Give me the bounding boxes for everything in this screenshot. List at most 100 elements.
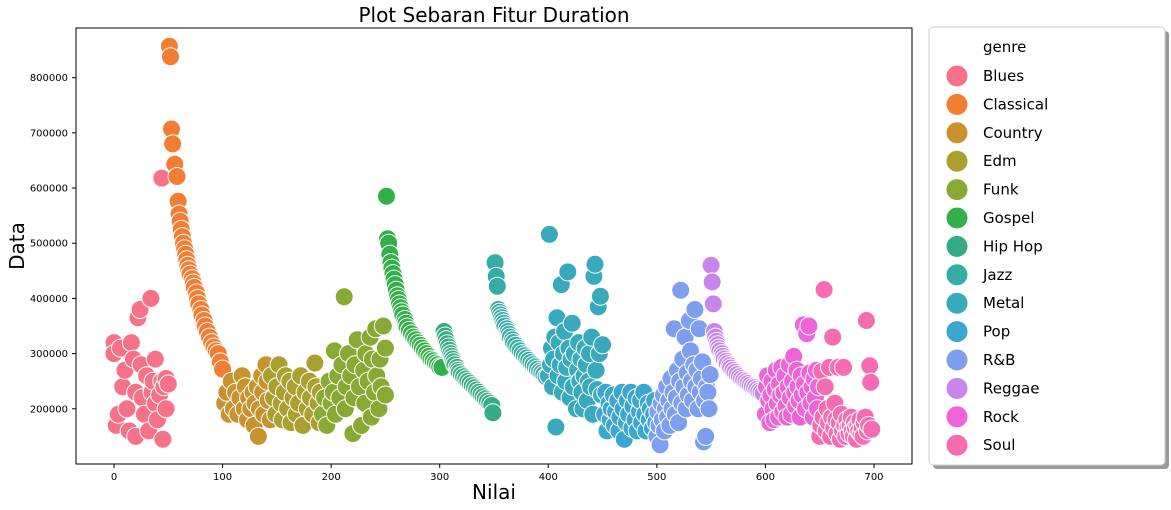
y-tick-label: 200000 [30,404,68,415]
data-point [483,403,503,423]
y-tick-label: 500000 [30,239,68,250]
x-tick-label: 200 [322,472,341,483]
data-point [562,313,582,333]
data-point [158,374,178,394]
data-point [248,426,268,446]
plot-area [104,36,882,455]
data-point [585,254,605,274]
plot-frame [75,27,913,465]
series-pop [595,382,666,449]
legend-box [928,26,1166,466]
data-point [590,286,610,306]
legend-marker [945,263,969,287]
legend-entries: Blues Classical Country Edm Funk Gospel Hip Ho… [945,64,1048,457]
data-point [702,272,722,292]
data-point [856,311,876,330]
data-point [696,426,716,446]
data-point [163,134,183,154]
data-point [593,335,613,355]
data-point [546,417,566,437]
data-point [141,288,161,308]
legend-marker [945,64,969,88]
legend-label: R&B [983,351,1015,369]
series-funk [313,287,395,444]
y-tick-label: 400000 [30,294,68,305]
legend-entry: Soul [945,433,1015,457]
x-tick-label: 500 [647,472,666,483]
series-country [215,355,280,446]
data-point [375,385,395,405]
data-point [703,294,723,314]
legend-marker [945,405,969,429]
data-point [305,353,325,373]
data-point [671,280,691,300]
legend-label: Jazz [982,266,1012,284]
data-point [156,399,176,419]
data-point [375,338,395,358]
legend-entry: Metal [945,291,1024,315]
legend-title: genre [983,38,1026,56]
legend-marker [945,149,969,173]
data-point [145,349,165,369]
series-hip-hop [434,322,503,423]
data-point [153,429,173,449]
data-point [815,377,835,397]
data-point [334,287,354,307]
legend-entry: Classical [945,92,1048,116]
y-tick-label: 800000 [30,73,68,84]
x-axis-label: Nilai [472,480,516,504]
chart-title: Plot Sebaran Fitur Duration [358,3,629,27]
legend-label: Blues [983,67,1024,85]
data-point [487,276,507,296]
series-classical [159,36,233,379]
y-tick-label: 300000 [30,349,68,360]
legend-entry: Edm [945,149,1017,173]
legend-marker [945,121,969,145]
legend-entry: Jazz [945,263,1012,287]
legend-label: Soul [983,436,1015,454]
legend-marker [945,348,969,372]
data-point [862,419,882,439]
legend-label: Funk [983,181,1019,199]
legend-entry: Country [945,121,1043,145]
data-point [699,399,719,419]
data-point [539,224,559,244]
legend-label: Edm [983,152,1017,170]
legend-entry: Pop [945,320,1010,344]
legend: genre Blues Classical Country Edm Funk Gospel… [928,26,1169,469]
series-r-b [647,280,720,455]
legend-marker [945,178,969,202]
data-point [685,300,705,319]
data-point [167,167,187,186]
data-point [834,357,854,377]
data-point [377,186,396,206]
x-tick-label: 100 [213,472,232,483]
legend-label: Hip Hop [983,237,1043,255]
y-axis-label: Data [5,222,29,270]
data-point [701,255,721,275]
legend-marker [945,234,969,258]
y-tick-label: 600000 [30,184,68,195]
legend-marker [945,433,969,457]
y-tick-label: 700000 [30,128,68,139]
legend-marker [945,320,969,344]
data-point [558,262,578,282]
legend-label: Pop [983,323,1010,341]
data-point [373,316,393,336]
legend-label: Classical [983,95,1048,113]
legend-label: Gospel [983,209,1035,227]
data-point [814,280,834,300]
data-point [860,356,880,376]
legend-marker [945,206,969,230]
legend-entry: Rock [945,405,1019,429]
legend-label: Rock [983,408,1019,426]
data-point [861,372,881,392]
legend-entry: Funk [945,178,1019,202]
legend-marker [945,291,969,315]
x-tick-label: 700 [864,472,883,483]
legend-marker [945,92,969,116]
series-soul [810,280,882,449]
legend-marker [945,376,969,400]
data-point [586,360,606,380]
